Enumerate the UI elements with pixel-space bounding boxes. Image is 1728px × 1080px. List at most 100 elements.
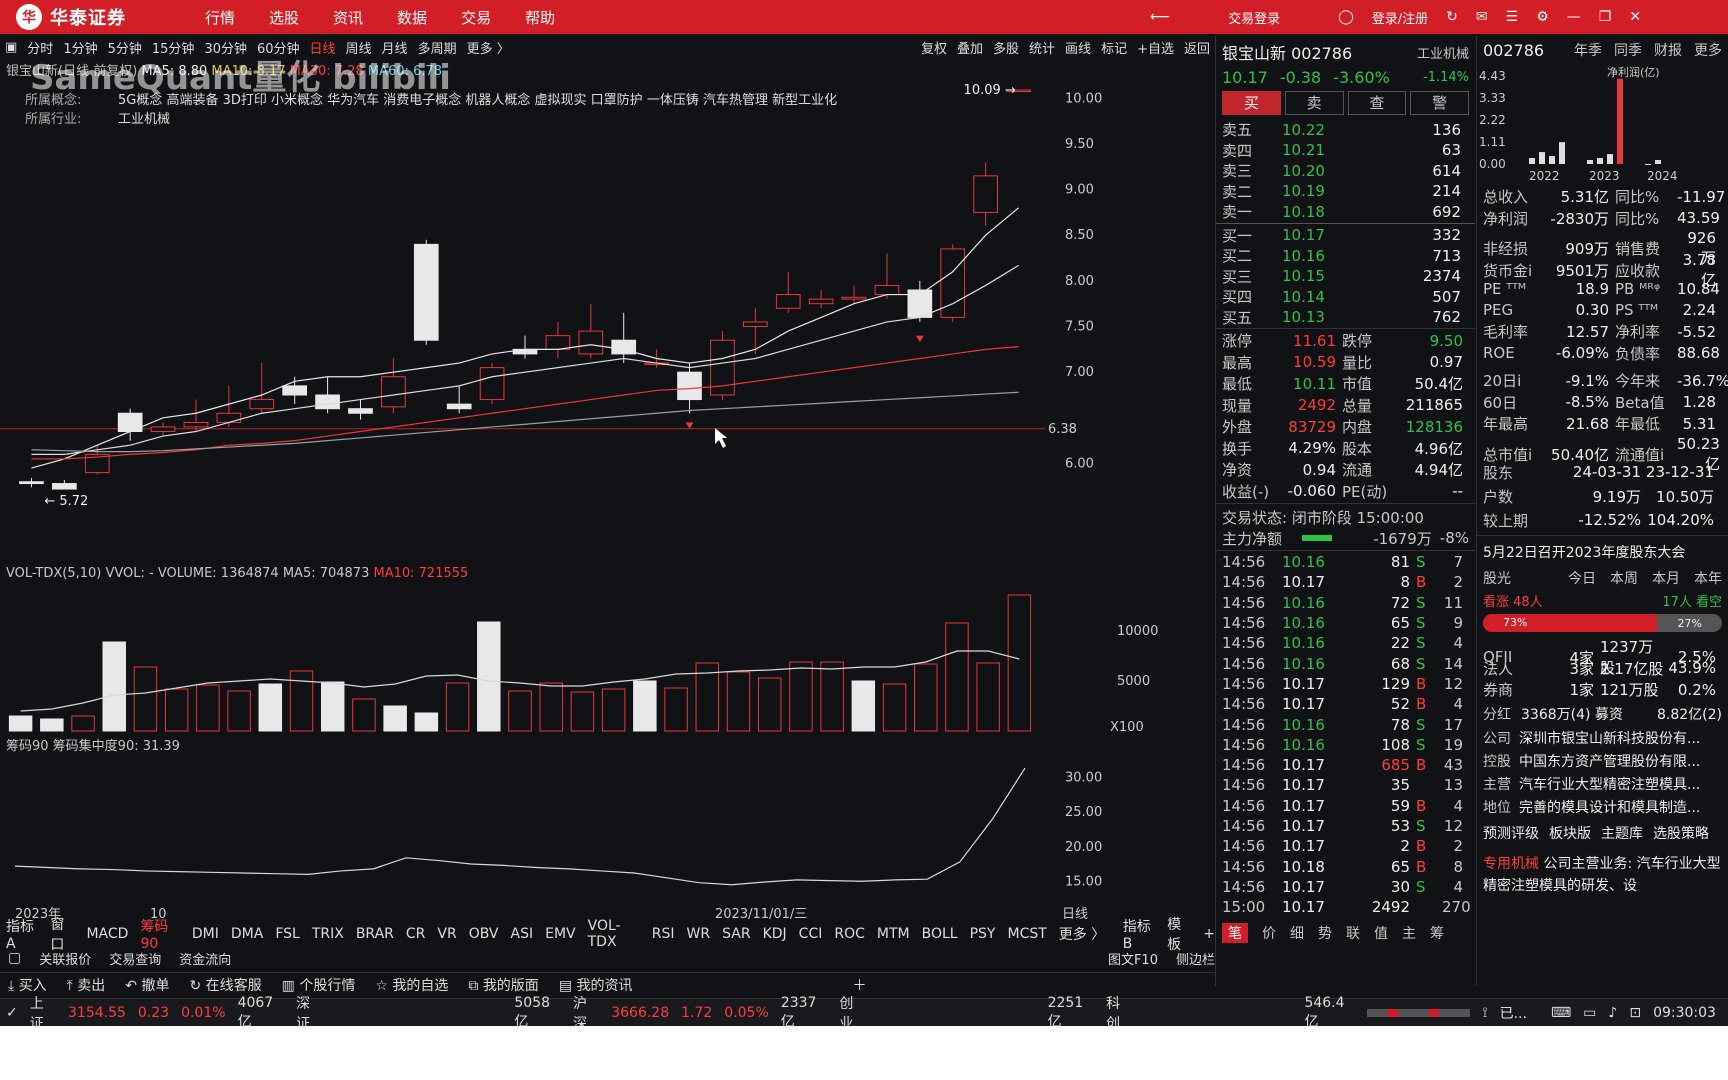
- indicator-tab-emv[interactable]: EMV: [545, 926, 576, 942]
- menu-help[interactable]: 帮助: [525, 8, 556, 27]
- stock-quote-button[interactable]: ▥ 个股行情: [282, 975, 356, 995]
- message-status[interactable]: 已...: [1499, 1005, 1527, 1022]
- indicator-tab-dma[interactable]: DMA: [230, 926, 264, 942]
- detail-tab-7[interactable]: 筹: [1430, 926, 1444, 943]
- lock-icon[interactable]: ⊡: [1629, 1004, 1642, 1021]
- draw-line-button[interactable]: 画线: [1065, 41, 1092, 57]
- quick-alert-button[interactable]: 警: [1410, 91, 1469, 115]
- hs-label[interactable]: 沪深: [572, 995, 587, 1027]
- maximize-icon[interactable]: ❐: [1598, 9, 1612, 25]
- sz-label[interactable]: 深证: [296, 995, 311, 1027]
- list-icon[interactable]: ☰: [1505, 9, 1519, 25]
- period-more[interactable]: 更多 〉: [466, 41, 510, 57]
- menu-stock-picker[interactable]: 选股: [269, 8, 300, 27]
- company-row[interactable]: 地位 完善的模具设计和模具制造...: [1483, 796, 1722, 819]
- my-news-button[interactable]: ▤ 我的资讯: [559, 975, 633, 995]
- indicator-tab-macd[interactable]: MACD: [86, 926, 129, 942]
- indicator-tab-mtm[interactable]: MTM: [876, 926, 910, 942]
- period-60min[interactable]: 60分钟: [256, 41, 300, 57]
- sent-week[interactable]: 本周: [1610, 571, 1638, 587]
- online-service-button[interactable]: ↻ 在线客服: [189, 975, 261, 995]
- buy-button[interactable]: ⤓ 买入: [8, 975, 47, 995]
- indicator-tab-rsi[interactable]: RSI: [651, 926, 675, 942]
- quick-buy-button[interactable]: 买: [1222, 91, 1281, 115]
- indicator-tab-psy[interactable]: PSY: [969, 926, 996, 942]
- trade-login-button[interactable]: 交易登录: [1228, 11, 1281, 27]
- indicator-tab-dmi[interactable]: DMI: [191, 926, 219, 942]
- kline-chart[interactable]: 10.00 9.50 9.00 8.50 8.00 7.50 7.00 6.00 6.38 10.…: [0, 70, 1215, 570]
- quick-query-button[interactable]: 查: [1347, 91, 1407, 115]
- fin-tab-annual[interactable]: 年季: [1574, 43, 1602, 59]
- detail-tab-3[interactable]: 势: [1318, 926, 1332, 943]
- sent-today[interactable]: 今日: [1568, 571, 1596, 587]
- menu-trade[interactable]: 交易: [461, 8, 492, 27]
- sent-year[interactable]: 本年: [1694, 571, 1722, 587]
- period-daily[interactable]: 日线: [309, 41, 336, 57]
- trade-query-button[interactable]: 交易查询: [109, 952, 162, 968]
- indicator-tab-cci[interactable]: CCI: [798, 926, 823, 942]
- indicator-tab-sar[interactable]: SAR: [722, 926, 751, 942]
- company-row[interactable]: 控股 中国东方资产管理股份有限...: [1483, 750, 1722, 773]
- sent-month[interactable]: 本月: [1652, 571, 1680, 587]
- period-1min[interactable]: 1分钟: [63, 41, 98, 57]
- sell-button[interactable]: ⤒ 卖出: [67, 975, 106, 995]
- volume-chart[interactable]: 10000 5000 X100: [0, 586, 1215, 736]
- mark-button[interactable]: 标记: [1101, 41, 1128, 57]
- add-tab-icon[interactable]: ＋: [852, 977, 867, 994]
- monitor-icon[interactable]: ▭: [1583, 1004, 1597, 1021]
- link-strategy[interactable]: 选股策略: [1653, 825, 1709, 842]
- refresh-icon[interactable]: ↻: [1446, 9, 1458, 25]
- add-watchlist-button[interactable]: +自选: [1137, 41, 1174, 57]
- link-sector[interactable]: 板块版: [1549, 825, 1591, 842]
- return-button[interactable]: 返回: [1183, 41, 1210, 57]
- settings-gear-icon[interactable]: ⚙: [1536, 9, 1549, 25]
- quick-sell-button[interactable]: 卖: [1284, 91, 1344, 115]
- indicator-tab-fsl[interactable]: FSL: [275, 926, 300, 942]
- mail-icon[interactable]: ✉: [1475, 9, 1488, 25]
- indicator-tab-a[interactable]: 指标A: [6, 919, 34, 952]
- indicator-tab-[interactable]: 窗口: [50, 917, 65, 953]
- multi-stock-button[interactable]: 多股: [993, 41, 1020, 57]
- sh-label[interactable]: 上证: [29, 995, 44, 1027]
- f10-button[interactable]: 图文F10: [1107, 952, 1158, 968]
- minimize-icon[interactable]: —: [1566, 9, 1581, 25]
- fin-tab-same-quarter[interactable]: 同季: [1614, 43, 1642, 59]
- business-tag[interactable]: 专用机械: [1483, 855, 1539, 872]
- period-monthly[interactable]: 月线: [381, 41, 408, 57]
- fin-tab-more[interactable]: 更多: [1694, 43, 1722, 59]
- period-weekly[interactable]: 周线: [345, 41, 372, 57]
- link-rating[interactable]: 预测评级: [1483, 825, 1539, 842]
- detail-tab-2[interactable]: 细: [1290, 926, 1304, 943]
- detail-tab-5[interactable]: 值: [1374, 926, 1388, 943]
- indicator-tab-trix[interactable]: TRIX: [311, 926, 344, 942]
- indicator-tab-vr[interactable]: VR: [437, 926, 457, 942]
- keyboard-icon[interactable]: ⌨: [1550, 1004, 1572, 1021]
- company-row[interactable]: 主营 汽车行业大型精密注塑模具...: [1483, 773, 1722, 796]
- bell-icon[interactable]: ♪: [1608, 1004, 1618, 1021]
- indicator-tab-brar[interactable]: BRAR: [355, 926, 394, 942]
- indicator-tab-wr[interactable]: WR: [686, 926, 711, 942]
- close-icon[interactable]: ✕: [1629, 9, 1642, 25]
- link-theme[interactable]: 主题库: [1601, 825, 1643, 842]
- indicator-right-1[interactable]: 模板: [1167, 917, 1182, 953]
- menu-news[interactable]: 资讯: [333, 8, 364, 27]
- indicator-tab-cr[interactable]: CR: [405, 926, 426, 942]
- kc-label[interactable]: 科创: [1106, 995, 1121, 1027]
- register-button[interactable]: 登录/注册: [1371, 11, 1429, 27]
- my-layout-button[interactable]: ⧉ 我的版面: [468, 975, 538, 995]
- detail-tab-1[interactable]: 价: [1262, 926, 1276, 943]
- back-arrow-icon[interactable]: ⟵: [1150, 9, 1171, 25]
- period-intraday[interactable]: 分时: [27, 41, 54, 57]
- tick-list[interactable]: 14:56 10.16 81 S 7 14:56 10.17 8 B 2 14:56 10.16 72 S…: [1216, 552, 1475, 917]
- related-quote-button[interactable]: 关联报价: [39, 952, 92, 968]
- overlay-button[interactable]: 叠加: [957, 41, 984, 57]
- indicator-tab-asi[interactable]: ASI: [510, 926, 534, 942]
- detail-tab-6[interactable]: 主: [1402, 926, 1416, 943]
- adjust-button[interactable]: 复权: [920, 41, 947, 57]
- capital-flow-button[interactable]: 资金流向: [179, 952, 232, 968]
- indicator-tab-90[interactable]: 筹码90: [140, 919, 169, 952]
- detail-tab-4[interactable]: 联: [1346, 926, 1360, 943]
- my-watchlist-button[interactable]: ☆ 我的自选: [375, 975, 448, 995]
- sidebar-toggle-button[interactable]: 侧边栏: [1175, 952, 1215, 968]
- indicator-right-0[interactable]: 指标B: [1122, 919, 1151, 952]
